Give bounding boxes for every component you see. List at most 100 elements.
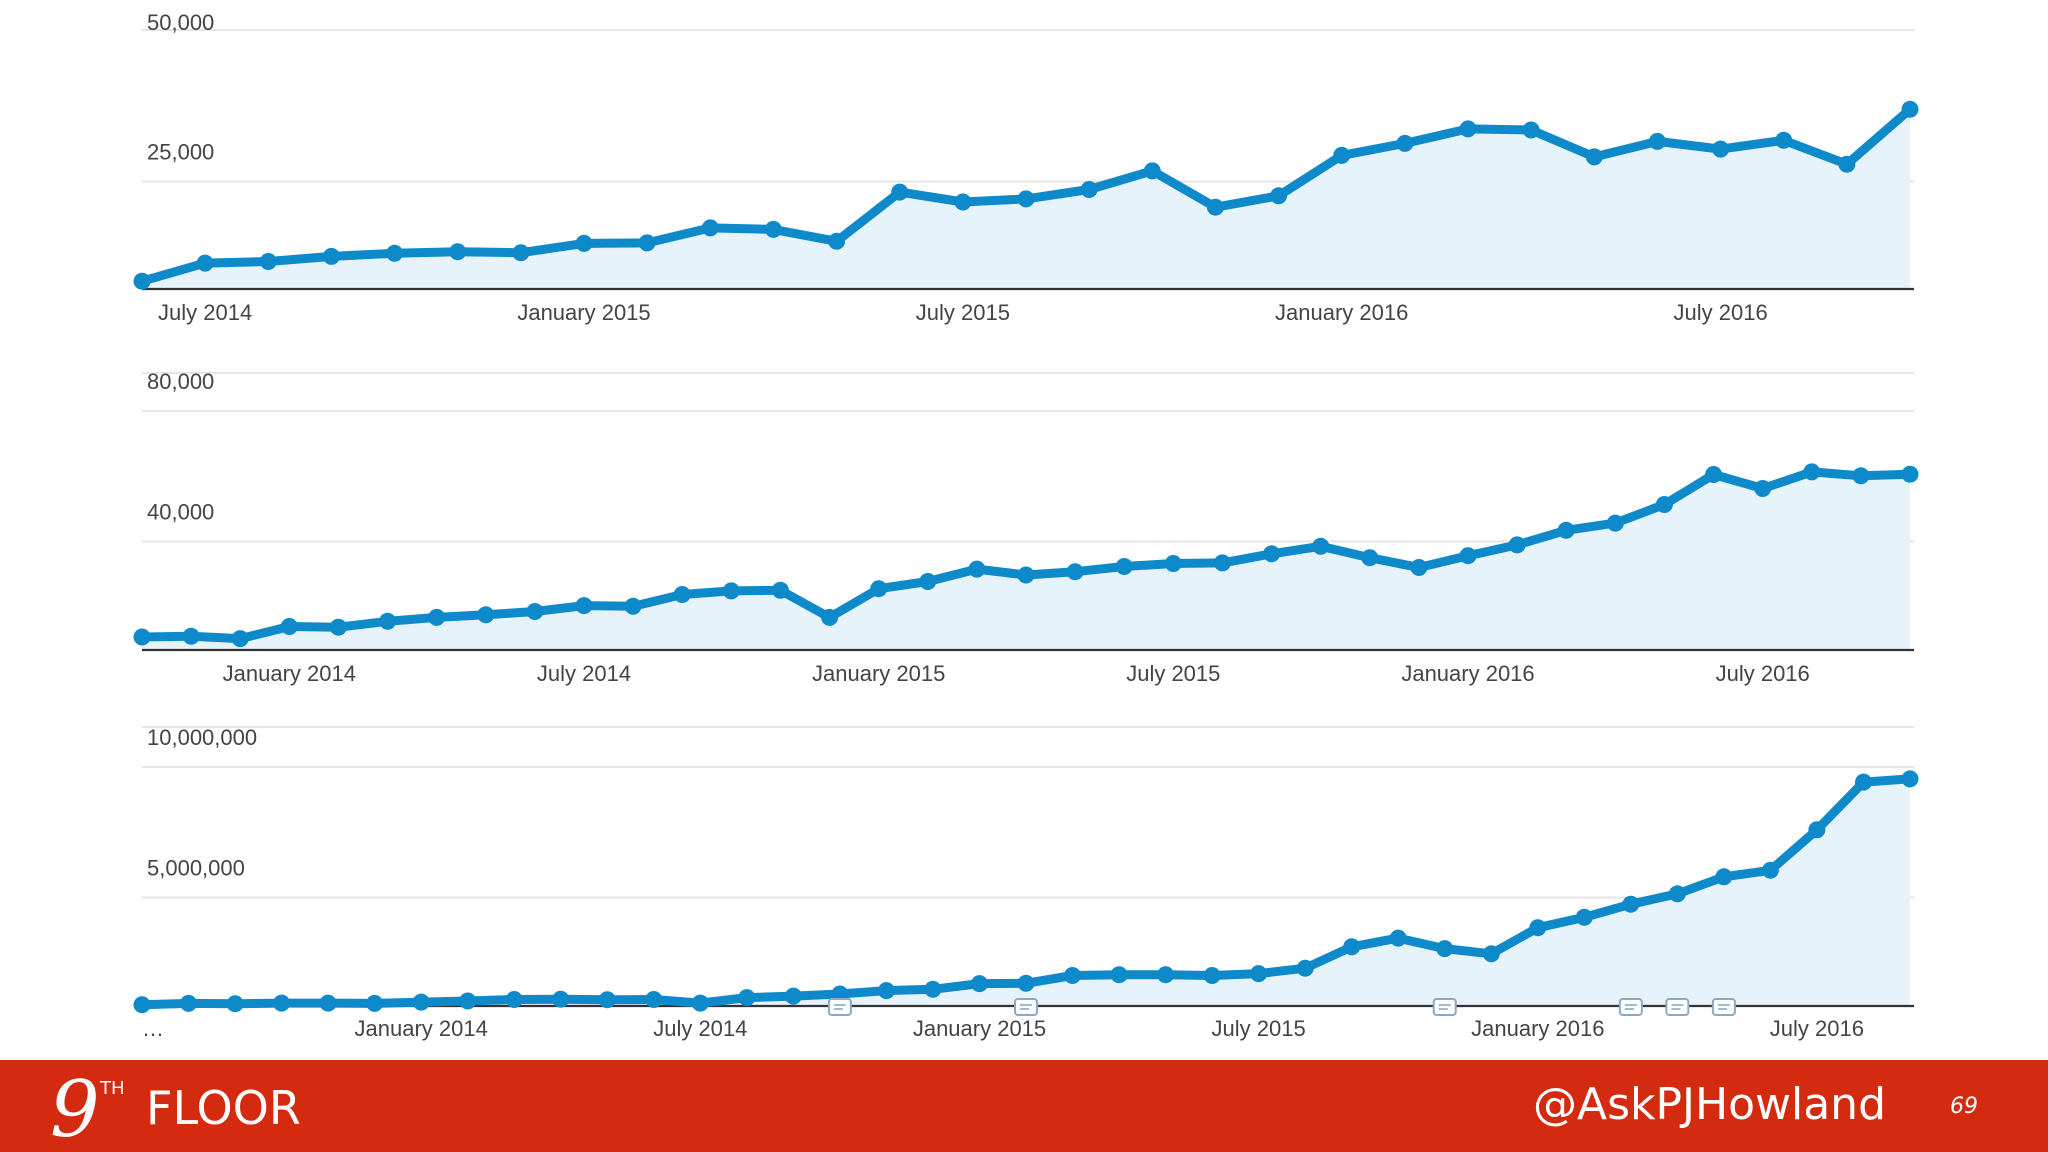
data-point [1606, 514, 1624, 532]
data-point [1761, 861, 1779, 879]
data-point [526, 603, 544, 620]
y-tick-label: 40,000 [147, 500, 214, 525]
data-point [784, 987, 802, 1005]
data-point [1482, 945, 1500, 963]
data-point [828, 232, 846, 250]
data-point [919, 573, 937, 590]
series-area [142, 471, 1910, 650]
data-point [459, 992, 477, 1010]
data-point [1838, 155, 1856, 173]
annotation-marker-icon [827, 998, 852, 1016]
data-point [1855, 773, 1872, 791]
data-point [575, 597, 593, 615]
data-point [386, 244, 404, 262]
data-point [273, 994, 291, 1012]
data-point [1017, 566, 1035, 584]
data-point [1115, 558, 1133, 575]
data-point [180, 994, 197, 1012]
data-point [1668, 885, 1686, 903]
data-point [1017, 190, 1035, 208]
data-point [1459, 547, 1477, 565]
x-tick-label: July 2016 [1674, 300, 1768, 325]
footer-bar: 9 TH FLOOR @AskPJHowland 69 [0, 1060, 2048, 1152]
data-point [924, 980, 942, 998]
data-point [1206, 198, 1224, 216]
series-area [142, 778, 1910, 1006]
logo-superscript: TH [99, 1078, 125, 1099]
x-tick-label: July 2015 [1126, 661, 1220, 686]
data-point [624, 597, 642, 615]
data-point [1343, 938, 1361, 956]
data-point [1705, 466, 1723, 483]
data-point [1110, 966, 1128, 984]
data-point [133, 996, 151, 1014]
data-point [821, 608, 839, 626]
data-point [870, 580, 888, 598]
data-point [1508, 536, 1526, 554]
data-point [512, 244, 530, 262]
charts-canvas: 50,000 25,000 July 2014 January 2015 July 20… [133, 10, 1919, 1041]
data-point [1529, 919, 1547, 937]
data-point [133, 628, 151, 646]
data-point [319, 994, 337, 1012]
twitter-handle: @AskPJHowland [1532, 1079, 1886, 1130]
data-point [1080, 181, 1098, 198]
data-point [1901, 100, 1919, 118]
data-point [673, 586, 691, 603]
data-point [1312, 537, 1330, 555]
data-point [329, 618, 347, 636]
ninth-floor-logo: 9 TH FLOOR [50, 1068, 301, 1144]
data-point [1852, 467, 1870, 485]
x-tick-label: January 2016 [1471, 1016, 1604, 1041]
data-point [1775, 131, 1793, 149]
data-point [1066, 563, 1084, 581]
data-point [1396, 134, 1414, 152]
data-point [1712, 140, 1730, 158]
data-point [1157, 966, 1175, 984]
x-tick-label: July 2015 [916, 300, 1010, 325]
data-point [1361, 549, 1379, 567]
x-tick-label: July 2014 [537, 661, 631, 686]
data-point [1410, 559, 1428, 576]
data-point [1164, 555, 1182, 572]
data-point [259, 253, 277, 270]
data-point [505, 991, 523, 1008]
x-tick-label: January 2015 [517, 300, 650, 325]
data-point [1557, 521, 1575, 539]
data-point [1585, 148, 1603, 166]
y-tick-label: 25,000 [147, 140, 214, 165]
data-point [366, 994, 384, 1012]
logo-word: FLOOR [146, 1081, 301, 1135]
data-point [1213, 554, 1231, 572]
data-point [552, 990, 570, 1008]
data-point [1017, 974, 1035, 992]
x-tick-label: July 2015 [1212, 1016, 1306, 1041]
data-point [1064, 967, 1081, 984]
data-point [1522, 121, 1540, 139]
data-point [1622, 895, 1640, 913]
data-point [722, 582, 740, 600]
x-tick-label: January 2014 [355, 1016, 488, 1041]
data-point [1803, 463, 1821, 481]
annotation-marker-icon [1432, 998, 1457, 1016]
data-point [645, 991, 663, 1008]
data-point [1263, 545, 1281, 563]
data-point [877, 982, 895, 1000]
annotation-marker-icon [1711, 998, 1736, 1016]
data-point [575, 234, 593, 252]
data-point [379, 612, 397, 630]
data-point [968, 560, 986, 578]
data-point [196, 254, 214, 272]
data-point [1575, 908, 1593, 926]
data-point [764, 220, 782, 238]
x-tick-label: July 2016 [1716, 661, 1810, 686]
x-tick-label: January 2016 [1275, 300, 1408, 325]
annotation-marker-icon [1665, 998, 1690, 1016]
data-point [477, 606, 495, 624]
x-tick-label: July 2016 [1770, 1016, 1864, 1041]
x-tick-label: January 2015 [913, 1016, 1046, 1041]
data-point [1333, 146, 1351, 164]
x-tick-label: July 2014 [158, 300, 252, 325]
annotation-marker-icon [1618, 998, 1643, 1016]
data-point [1270, 187, 1288, 205]
